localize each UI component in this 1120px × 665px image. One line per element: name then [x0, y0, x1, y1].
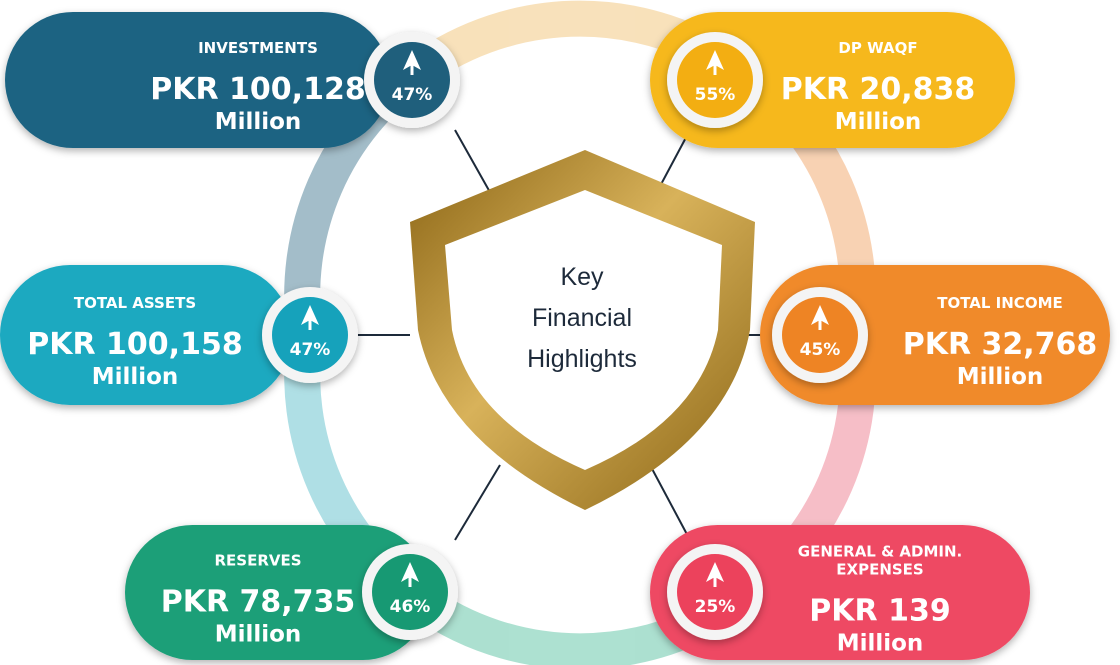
- change-percent: 45%: [800, 340, 841, 360]
- center-title: Key: [560, 263, 604, 291]
- card-value: PKR 139: [809, 594, 950, 629]
- change-percent: 47%: [290, 340, 331, 360]
- card-label: INVESTMENTS: [198, 39, 318, 57]
- card-unit: Million: [835, 109, 922, 135]
- center-title: Highlights: [527, 345, 637, 373]
- change-percent: 47%: [392, 85, 433, 105]
- change-percent: 46%: [390, 597, 431, 617]
- card-label: DP WAQF: [838, 39, 917, 57]
- card-unit: Million: [215, 109, 302, 135]
- card-value: PKR 100,128: [150, 72, 365, 107]
- card-unit: Million: [837, 631, 924, 657]
- card-label: GENERAL & ADMIN.: [798, 543, 962, 561]
- card-label: TOTAL ASSETS: [74, 294, 196, 312]
- center-title: Financial: [532, 304, 632, 332]
- highlight-card: 25% GENERAL & ADMIN.EXPENSES PKR 139Millio…: [650, 525, 1030, 660]
- card-label: RESERVES: [214, 552, 301, 570]
- card-unit: Million: [92, 364, 179, 390]
- card-value: PKR 20,838: [781, 72, 976, 107]
- card-unit: Million: [215, 622, 302, 648]
- infographic: Key Financial Highlights 47% INVESTMENTS P…: [0, 0, 1120, 665]
- card-label: TOTAL INCOME: [937, 294, 1063, 312]
- card-value: PKR 100,158: [27, 327, 242, 362]
- card-value: PKR 78,735: [161, 585, 356, 620]
- change-percent: 25%: [695, 597, 736, 617]
- card-value: PKR 32,768: [903, 327, 1098, 362]
- card-unit: Million: [957, 364, 1044, 390]
- change-percent: 55%: [695, 85, 736, 105]
- card-label: EXPENSES: [836, 561, 923, 579]
